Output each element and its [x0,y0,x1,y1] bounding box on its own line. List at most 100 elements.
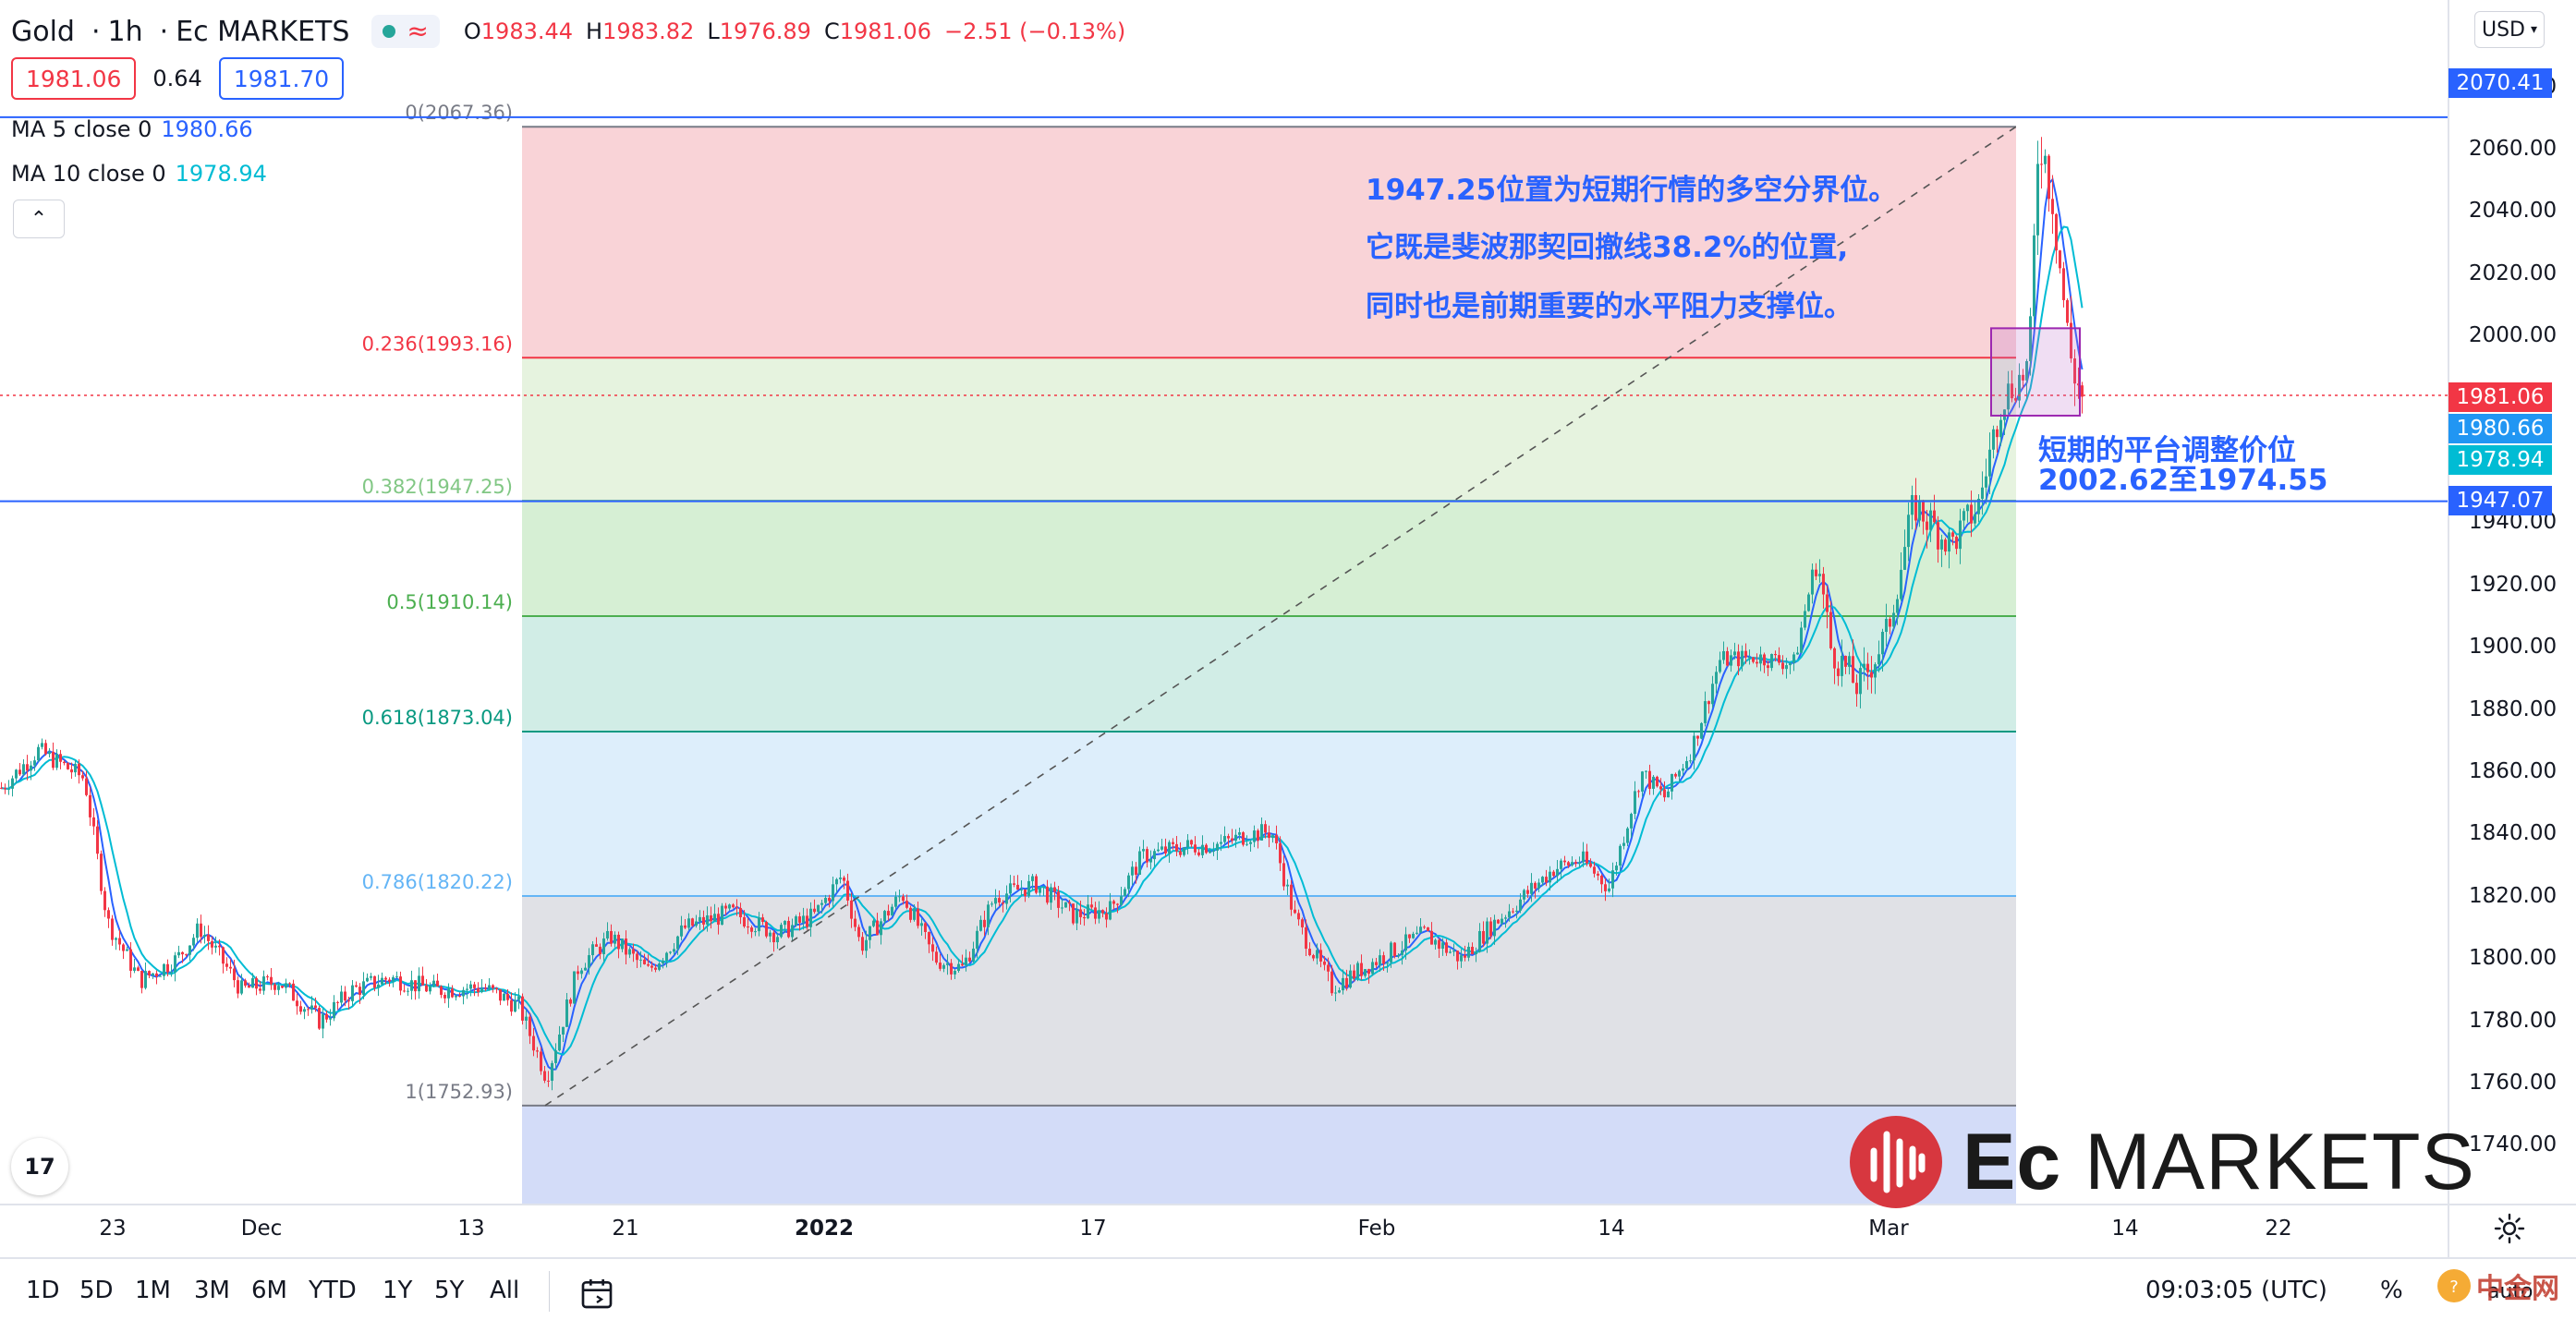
buy-button[interactable]: 1981.70 [218,57,345,100]
candle-body [22,764,25,775]
interval-label[interactable]: 1h [107,15,143,48]
candle-body [466,988,468,990]
candle-body [1279,842,1282,864]
candle-body [78,763,80,776]
candle-body [1035,876,1038,893]
candle-body [1016,884,1019,890]
candle-body [1419,926,1422,933]
candle-body [425,985,428,992]
candle-body [1408,934,1411,938]
fib-zone [522,1105,2016,1205]
market-status[interactable]: ≈ [371,15,440,48]
candle-body [1571,862,1574,866]
clock-timezone[interactable]: 09:03:05 (UTC) [2145,1277,2327,1304]
candle-body [543,1071,546,1081]
range-button-5d[interactable]: 5D [79,1277,114,1304]
symbol-name[interactable]: Gold [11,15,75,48]
candle-body [1781,662,1784,670]
range-button-1y[interactable]: 1Y [383,1277,413,1304]
svg-text:?: ? [2449,1278,2459,1297]
candle-body [222,947,225,964]
candle-body [377,984,380,988]
auto-scale-toggle[interactable]: auto [2487,1280,2533,1303]
candle-body [118,938,121,945]
candle-body [255,977,258,989]
candle-body [1109,901,1112,920]
candle-body [1600,875,1603,885]
sell-button[interactable]: 1981.06 [11,57,137,100]
collapse-legend-button[interactable]: ⌃ [13,200,65,238]
candle-body [1996,429,1999,438]
candle-body [1364,969,1367,976]
candle-body [1050,887,1052,903]
candle-body [1120,896,1123,905]
candle-body [1371,962,1374,975]
candle-body [1985,476,1987,488]
candle-body [1190,840,1193,845]
candle-body [580,970,583,975]
candle-body [972,948,975,962]
range-button-ytd[interactable]: YTD [309,1277,357,1304]
candle-body [1268,832,1270,839]
candle-body [1112,901,1115,904]
candle-body [237,980,239,994]
tradingview-logo-icon[interactable]: 17 [11,1138,68,1195]
candle-body [1275,835,1278,843]
range-button-all[interactable]: All [490,1277,520,1304]
candle-body [1072,903,1075,924]
candle-body [809,908,812,927]
candle-body [11,778,14,789]
indicator-ma5[interactable]: MA 5 close 0 1980.66 [11,116,253,142]
candle-body [1234,834,1237,842]
candle-body [894,896,897,907]
price-tag: 2070.41 [2448,68,2552,98]
percent-scale-toggle[interactable]: % [2380,1277,2403,1304]
candle-body [1671,773,1673,792]
candle-body [488,985,491,989]
candle-body [107,910,110,919]
range-button-3m[interactable]: 3M [194,1277,230,1304]
candle-body [1142,849,1145,852]
candle-body [67,763,69,769]
candle-body [421,975,424,986]
candle-body [33,760,36,766]
candle-body [192,938,195,946]
candle-body [1885,618,1888,633]
candle-body [174,955,176,973]
price-tag: 1978.94 [2448,445,2552,475]
candle-body [181,951,184,955]
candle-body [1567,862,1570,866]
candle-body [602,938,605,954]
ohlc-high: H1983.82 [586,18,695,44]
candle-body [717,914,720,926]
currency-selector[interactable]: USD ▾ [2474,11,2545,48]
indicator-ma10[interactable]: MA 10 close 0 1978.94 [11,161,267,187]
candle-body [1031,876,1034,881]
range-button-1m[interactable]: 1M [135,1277,171,1304]
date-range-calendar-icon[interactable] [578,1275,615,1312]
candle-body [1822,574,1825,595]
settings-gear-icon[interactable] [2493,1212,2526,1245]
candle-body [370,975,372,978]
candle-body [403,990,406,992]
candle-body [987,904,990,927]
candle-body [540,1051,542,1072]
candle-body [1013,883,1015,885]
candle-body [1401,950,1403,955]
candle-body [706,914,709,925]
range-button-5y[interactable]: 5Y [434,1277,465,1304]
candle-body [344,991,346,1001]
candle-body [1179,851,1182,855]
candle-body [492,985,494,988]
candle-body [1881,632,1884,655]
candle-body [2070,322,2072,359]
range-button-6m[interactable]: 6M [251,1277,287,1304]
candle-body [1874,664,1877,678]
candle-body [499,989,502,1001]
range-button-1d[interactable]: 1D [26,1277,60,1304]
candle-body [1327,964,1330,972]
currency-label: USD [2481,18,2525,42]
candle-body [954,971,956,975]
candle-body [1186,840,1189,848]
